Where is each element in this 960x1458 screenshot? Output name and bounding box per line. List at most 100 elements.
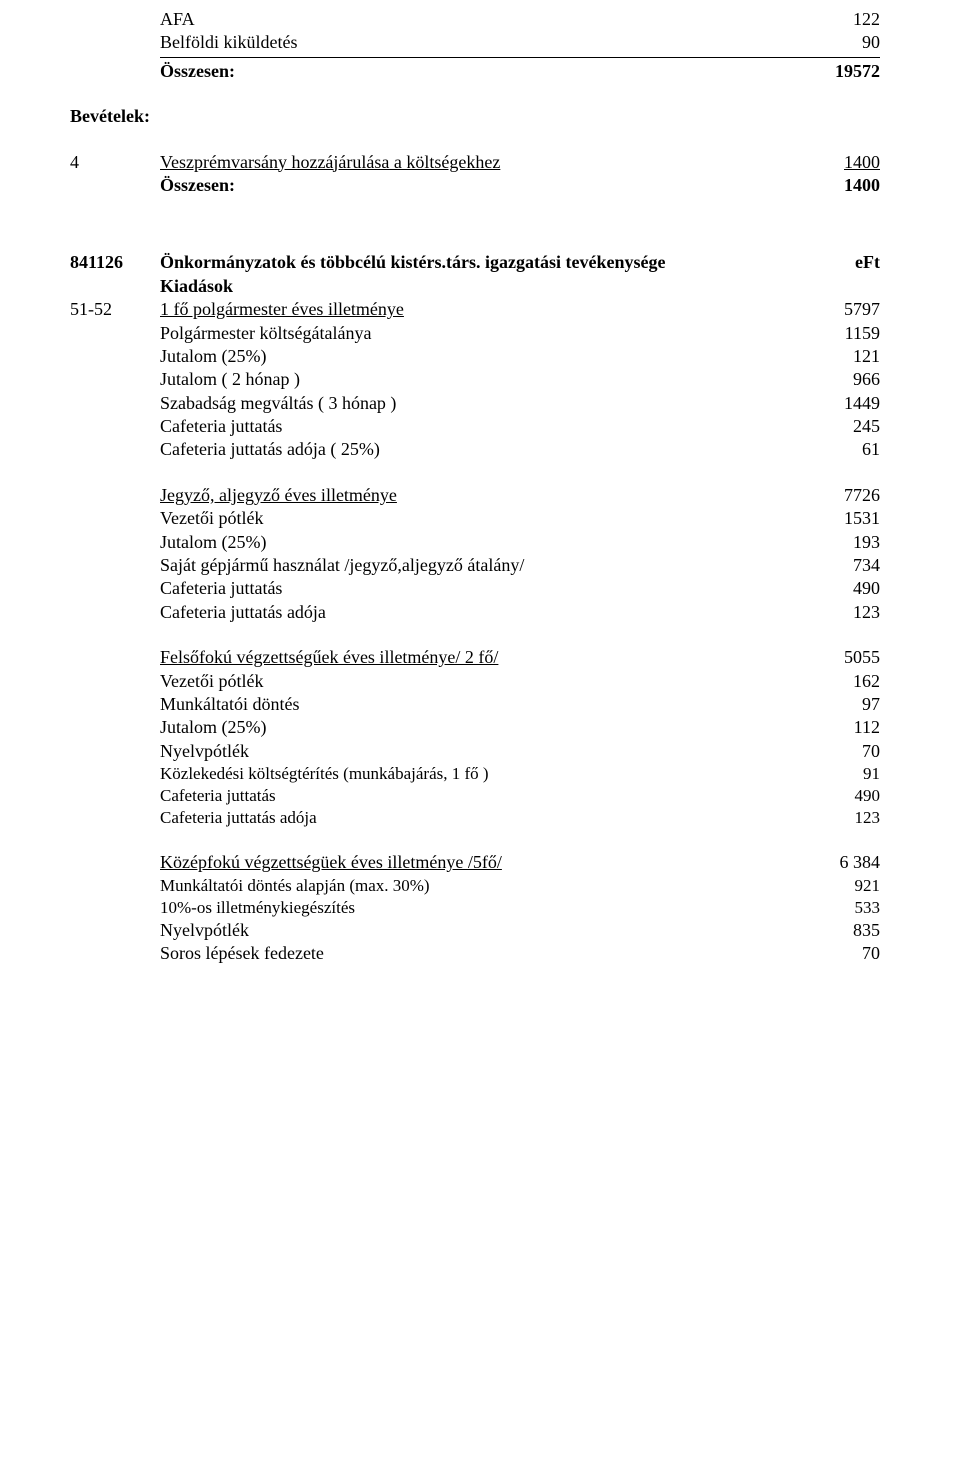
top-osszesen-value: 19572 (790, 60, 880, 83)
line-label: Cafeteria juttatás (160, 785, 790, 807)
line-label: Jutalom (25%) (160, 345, 790, 368)
line-value: 61 (790, 438, 880, 461)
line-item: Munkáltatói döntés97 (70, 693, 880, 716)
line-label: Jutalom (25%) (160, 531, 790, 554)
bev-osszesen-label: Összesen: (160, 174, 790, 197)
line-code (70, 438, 160, 461)
line-label: Cafeteria juttatás (160, 577, 790, 600)
line-label: Felsőfokú végzettségűek éves illetménye/… (160, 646, 790, 669)
line-code (70, 554, 160, 577)
line-item: Felsőfokú végzettségűek éves illetménye/… (70, 646, 880, 669)
bev-label: Veszprémvarsány hozzájárulása a költsége… (160, 151, 790, 174)
line-value: 5797 (790, 298, 880, 321)
line-label: Vezetői pótlék (160, 670, 790, 693)
line-label: Polgármester költségátalánya (160, 322, 790, 345)
belfoldi-value: 90 (790, 31, 880, 54)
line-label: Nyelvpótlék (160, 740, 790, 763)
line-value: 1159 (790, 322, 880, 345)
line-item: Vezetői pótlék162 (70, 670, 880, 693)
line-label: Jutalom (25%) (160, 716, 790, 739)
line-item: Cafeteria juttatás adója123 (70, 601, 880, 624)
line-label: Szabadság megváltás ( 3 hónap ) (160, 392, 790, 415)
line-item: 10%-os illetménykiegészítés533 (70, 897, 880, 919)
line-item: 51-521 fő polgármester éves illetménye57… (70, 298, 880, 321)
line-code (70, 646, 160, 669)
line-value: 245 (790, 415, 880, 438)
line-value: 193 (790, 531, 880, 554)
line-value: 70 (790, 942, 880, 965)
line-code (70, 415, 160, 438)
section-title: Önkormányzatok és többcélú kistérs.társ.… (160, 251, 790, 274)
line-code (70, 322, 160, 345)
line-value: 91 (790, 763, 880, 785)
line-value: 112 (790, 716, 880, 739)
line-code (70, 875, 160, 897)
line-label: Munkáltatói döntés alapján (max. 30%) (160, 875, 790, 897)
line-item: Jutalom ( 2 hónap )966 (70, 368, 880, 391)
afa-label: AFA (160, 8, 790, 31)
line-code (70, 693, 160, 716)
line-item: Nyelvpótlék835 (70, 919, 880, 942)
line-value: 5055 (790, 646, 880, 669)
line-item: Cafeteria juttatás adója123 (70, 807, 880, 829)
line-item: Soros lépések fedezete70 (70, 942, 880, 965)
line-value: 7726 (790, 484, 880, 507)
line-item: Nyelvpótlék70 (70, 740, 880, 763)
line-item: Középfokú végzettségüek éves illetménye … (70, 851, 880, 874)
line-value: 1531 (790, 507, 880, 530)
line-item: Munkáltatói döntés alapján (max. 30%)921 (70, 875, 880, 897)
line-item: Cafeteria juttatás adója ( 25%)61 (70, 438, 880, 461)
line-item: Jutalom (25%)112 (70, 716, 880, 739)
row-belfoldi: Belföldi kiküldetés 90 (160, 31, 880, 54)
line-code (70, 942, 160, 965)
line-label: Nyelvpótlék (160, 919, 790, 942)
items2-container: Jegyző, aljegyző éves illetménye7726Veze… (70, 484, 880, 624)
line-item: Saját gépjármű használat /jegyző,aljegyz… (70, 554, 880, 577)
document-page: AFA 122 Belföldi kiküldetés 90 Összesen:… (0, 0, 960, 1458)
bev-value: 1400 (790, 151, 880, 174)
line-item: Cafeteria juttatás490 (70, 785, 880, 807)
line-value: 6 384 (790, 851, 880, 874)
line-label: Munkáltatói döntés (160, 693, 790, 716)
kiadasok-row: Kiadások (70, 275, 880, 298)
bev-osszesen-value: 1400 (790, 174, 880, 197)
line-code (70, 716, 160, 739)
line-code (70, 919, 160, 942)
line-item: Cafeteria juttatás245 (70, 415, 880, 438)
line-item: Vezetői pótlék1531 (70, 507, 880, 530)
line-label: Soros lépések fedezete (160, 942, 790, 965)
line-value: 123 (790, 807, 880, 829)
line-label: 10%-os illetménykiegészítés (160, 897, 790, 919)
afa-value: 122 (790, 8, 880, 31)
line-code (70, 345, 160, 368)
top-block: AFA 122 Belföldi kiküldetés 90 Összesen:… (160, 8, 880, 83)
line-label: Vezetői pótlék (160, 507, 790, 530)
line-label: Saját gépjármű használat /jegyző,aljegyz… (160, 554, 790, 577)
top-osszesen-label: Összesen: (160, 60, 790, 83)
line-item: Jutalom (25%)193 (70, 531, 880, 554)
line-value: 533 (790, 897, 880, 919)
line-value: 121 (790, 345, 880, 368)
line-label: Jegyző, aljegyző éves illetménye (160, 484, 790, 507)
line-item: Szabadság megváltás ( 3 hónap )1449 (70, 392, 880, 415)
line-label: 1 fő polgármester éves illetménye (160, 298, 790, 321)
items3-container: Felsőfokú végzettségűek éves illetménye/… (70, 646, 880, 829)
line-label: Jutalom ( 2 hónap ) (160, 368, 790, 391)
line-item: Jutalom (25%)121 (70, 345, 880, 368)
line-code (70, 507, 160, 530)
line-value: 921 (790, 875, 880, 897)
line-item: Polgármester költségátalánya1159 (70, 322, 880, 345)
line-label: Közlekedési költségtérítés (munkábajárás… (160, 763, 790, 785)
line-value: 70 (790, 740, 880, 763)
row-bev-osszesen: Összesen: 1400 (70, 174, 880, 197)
row-bev-item: 4 Veszprémvarsány hozzájárulása a költsé… (70, 151, 880, 174)
belfoldi-label: Belföldi kiküldetés (160, 31, 790, 54)
line-code (70, 601, 160, 624)
kiadasok-label: Kiadások (160, 275, 790, 298)
line-code (70, 851, 160, 874)
items4-container: Középfokú végzettségüek éves illetménye … (70, 851, 880, 965)
line-item: Közlekedési költségtérítés (munkábajárás… (70, 763, 880, 785)
line-value: 123 (790, 601, 880, 624)
line-code (70, 531, 160, 554)
line-value: 490 (790, 785, 880, 807)
